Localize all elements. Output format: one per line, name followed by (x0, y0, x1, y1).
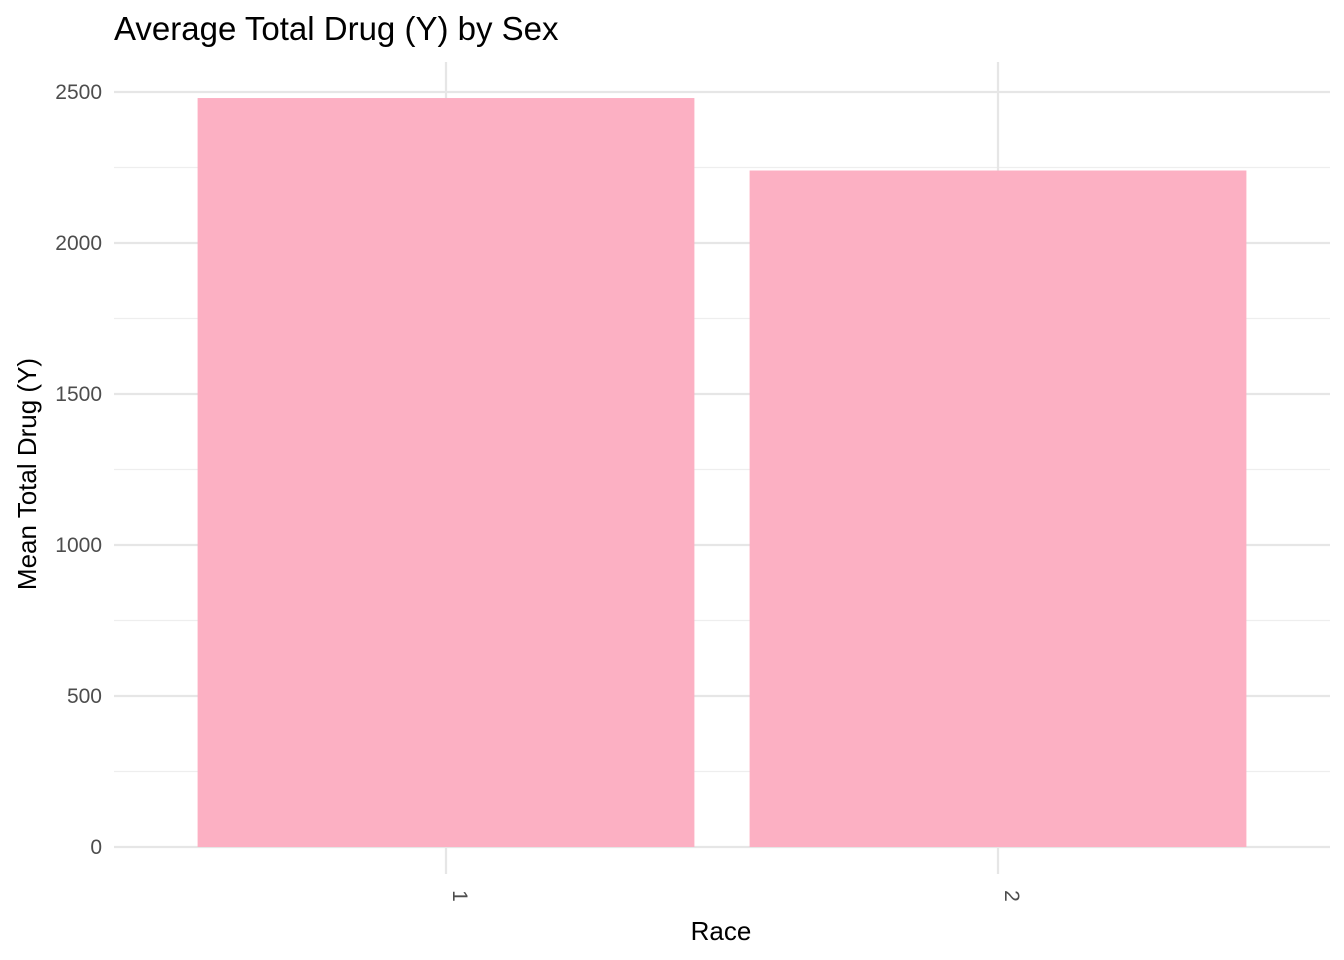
bars (197, 98, 1247, 848)
y-axis-title: Mean Total Drug (Y) (12, 358, 42, 590)
x-axis-title: Race (691, 916, 752, 946)
bar (197, 98, 695, 848)
chart-title: Average Total Drug (Y) by Sex (114, 10, 559, 47)
x-tick-label: 2 (1000, 890, 1023, 902)
y-tick-label: 1500 (55, 383, 102, 406)
y-tick-label: 1000 (55, 534, 102, 557)
y-tick-label: 2500 (55, 81, 102, 104)
y-tick-label: 2000 (55, 232, 102, 255)
y-axis-ticks: 0 500 1000 1500 2000 2500 (55, 81, 102, 859)
bar (749, 170, 1247, 847)
x-tick-label: 1 (448, 890, 471, 902)
y-tick-label: 500 (67, 685, 102, 708)
y-tick-label: 0 (90, 836, 102, 859)
